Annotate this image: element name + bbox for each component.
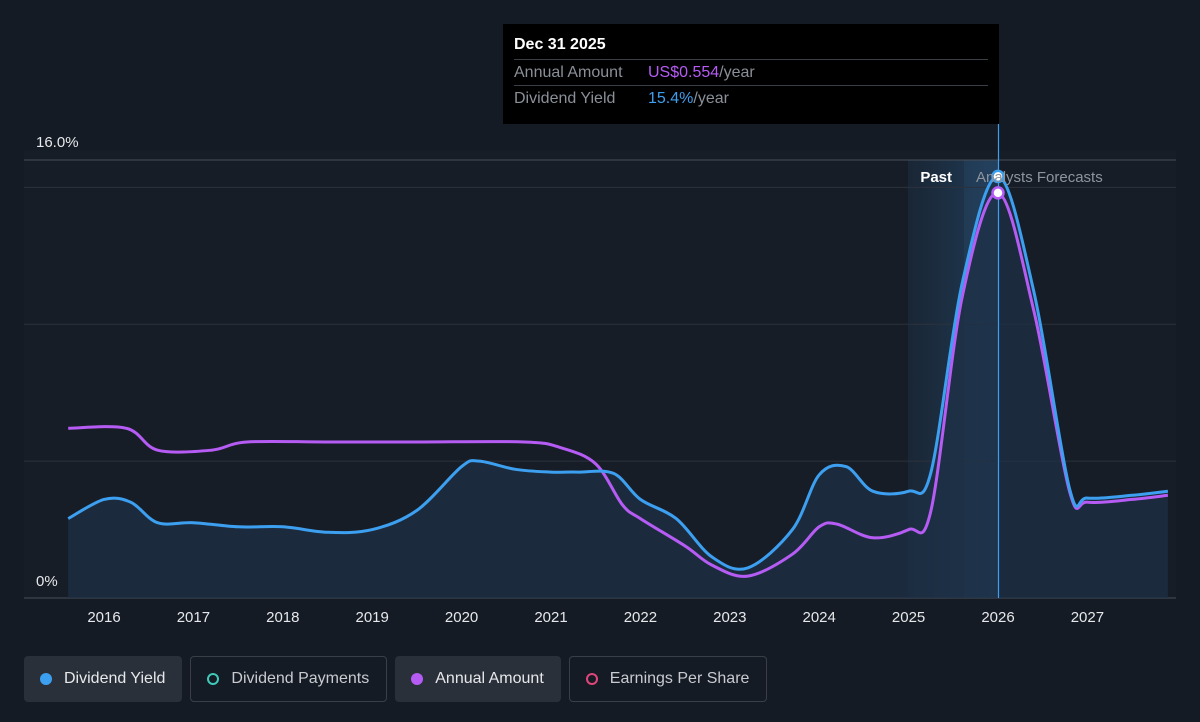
legend-label: Earnings Per Share [609,670,750,687]
legend-label: Annual Amount [435,670,544,687]
dividend-payments-ring-icon [207,673,220,685]
legend-dividend-yield-button[interactable]: Dividend Yield [24,656,183,702]
past-label: Past [920,169,952,186]
dividend-yield-marker[interactable] [991,169,1005,184]
x-tick-label: 2017 [177,609,210,626]
annual-amount-dot-icon [411,673,424,685]
earnings-per-share-ring-icon [585,673,598,685]
legend-label: Dividend Payments [231,670,370,687]
x-tick-label: 2022 [624,609,657,626]
x-tick-label: 2016 [87,609,120,626]
x-tick-label: 2027 [1071,609,1104,626]
annual-amount-line [68,191,1169,578]
legend-annual-amount-button[interactable]: Annual Amount [395,656,561,702]
legend-label: Dividend Yield [64,670,166,687]
legend-earnings-per-share-button[interactable]: Earnings Per Share [568,656,768,702]
tooltip-value: 15.4% [648,89,694,107]
forecast-label: Analysts Forecasts [976,169,1103,186]
x-tick-label: 2021 [534,609,567,626]
tooltip-row-annual-amount: Annual Amount US$0.554 /year [514,59,988,85]
dividend-yield-line [67,174,1169,571]
legend-dividend-payments-button[interactable]: Dividend Payments [190,656,388,702]
tooltip-row-dividend-yield: Dividend Yield 15.4% /year [514,85,988,111]
tooltip-unit: /year [719,63,755,81]
chart-tooltip: Dec 31 2025 Annual Amount US$0.554 /year… [503,24,999,124]
x-tick-label: 2018 [266,609,299,626]
chart-legend: Dividend Yield Dividend Payments Annual … [24,656,768,702]
x-tick-label: 2023 [713,609,746,626]
tooltip-label: Annual Amount [514,63,623,81]
x-tick-label: 2020 [445,609,478,626]
x-tick-label: 2024 [803,609,836,626]
x-tick-label: 2025 [892,609,925,626]
dividend-yield-dot-icon [40,673,52,685]
tooltip-date: Dec 31 2025 [514,36,606,53]
y-axis-bottom-label: 0% [36,573,58,590]
tooltip-label: Dividend Yield [514,89,616,107]
x-tick-label: 2019 [356,609,389,626]
annual-amount-marker[interactable] [991,186,1005,200]
tooltip-unit: /year [693,89,729,107]
x-tick-label: 2026 [981,609,1014,626]
tooltip-value: US$0.554 [648,63,720,81]
y-axis-top-label: 16.0% [36,134,79,151]
